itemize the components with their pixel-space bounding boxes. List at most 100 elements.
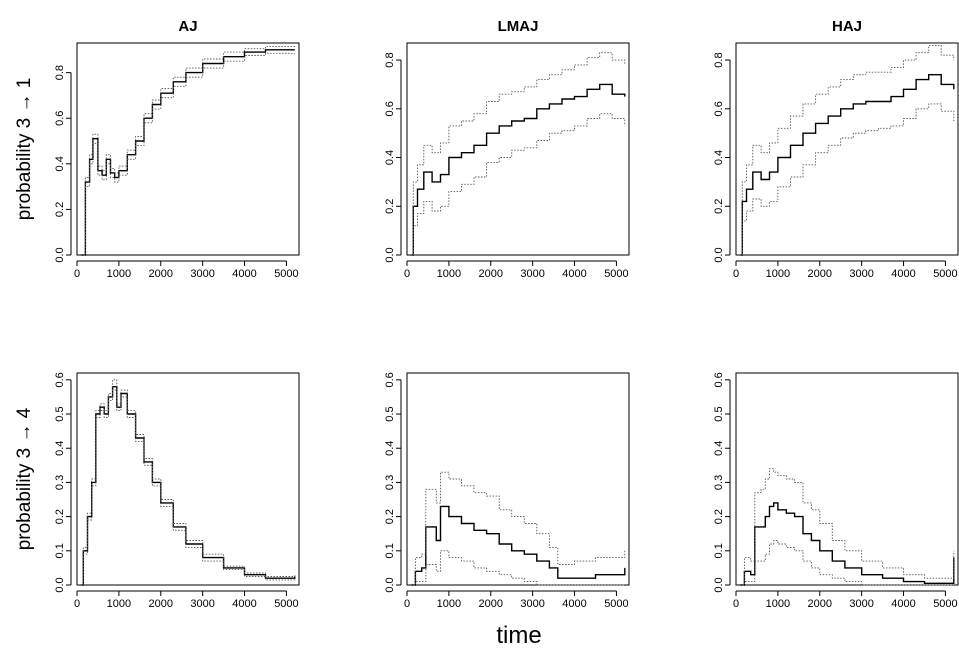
x-tick-label: 4000 xyxy=(232,268,256,280)
x-tick-label: 1000 xyxy=(766,598,790,610)
x-tick-label: 1000 xyxy=(437,268,461,280)
panel-0-2: HAJ 0 1000 2000 3000 4000 5000 0.0 0.2 0.4 0.6 0.8 xyxy=(713,18,959,280)
x-tick-label: 4000 xyxy=(232,598,256,610)
x-tick-label: 2000 xyxy=(479,268,503,280)
panel-title: LMAJ xyxy=(498,18,539,35)
confidence-band-upper xyxy=(80,379,296,586)
estimate-line xyxy=(739,502,955,586)
y-tick-label: 0.0 xyxy=(713,577,725,592)
y-tick-label: 0.6 xyxy=(54,111,66,126)
x-tick-label: 3000 xyxy=(849,268,873,280)
confidence-band-upper xyxy=(80,45,296,256)
panel-0-1: LMAJ 0 1000 2000 3000 4000 5000 0.0 0.2 0.4 0.6 0.8 xyxy=(384,18,630,280)
estimate-line xyxy=(80,49,295,256)
x-tick-label: 4000 xyxy=(891,268,915,280)
x-tick-label: 0 xyxy=(404,598,410,610)
x-tick-label: 3000 xyxy=(520,268,544,280)
plot-frame xyxy=(406,42,630,256)
y-axis-label: probability 3 → 4 xyxy=(14,407,35,550)
y-tick-label: 0.5 xyxy=(54,406,66,421)
x-tick-label: 0 xyxy=(733,268,739,280)
y-tick-label: 0.2 xyxy=(54,202,66,217)
x-tick-label: 2000 xyxy=(479,598,503,610)
x-tick-label: 1000 xyxy=(107,268,131,280)
y-tick-label: 0.1 xyxy=(54,543,66,558)
y-axis-label: probability 3 → 1 xyxy=(14,78,35,221)
y-tick-label: 0.0 xyxy=(384,247,396,262)
y-tick-label: 0.0 xyxy=(713,247,725,262)
plot-frame xyxy=(406,372,630,586)
x-tick-label: 4000 xyxy=(891,598,915,610)
x-tick-label: 4000 xyxy=(562,268,586,280)
confidence-band-lower xyxy=(739,540,954,586)
y-tick-label: 0.1 xyxy=(384,543,396,558)
x-tick-label: 5000 xyxy=(274,268,298,280)
confidence-band-upper xyxy=(410,52,626,256)
x-tick-label: 1000 xyxy=(107,598,131,610)
x-tick-label: 0 xyxy=(74,598,80,610)
x-tick-label: 2000 xyxy=(149,268,173,280)
confidence-band-lower xyxy=(410,113,626,256)
panel-0-0: AJ probability 3 → 1 0 1000 2000 3000 4000 5000… xyxy=(14,18,300,280)
x-tick-label: 0 xyxy=(74,268,80,280)
estimate-line xyxy=(410,83,626,256)
y-tick-label: 0.6 xyxy=(713,101,725,116)
x-tick-label: 4000 xyxy=(562,598,586,610)
estimate-line xyxy=(80,386,296,586)
x-tick-label: 1000 xyxy=(437,598,461,610)
y-tick-label: 0.6 xyxy=(384,372,396,387)
y-tick-label: 0.3 xyxy=(54,475,66,490)
y-tick-label: 0.4 xyxy=(54,441,66,456)
y-tick-label: 0.3 xyxy=(384,475,396,490)
x-tick-label: 5000 xyxy=(933,598,957,610)
estimate-line xyxy=(410,505,626,586)
y-tick-label: 0.8 xyxy=(713,52,725,67)
x-tick-label: 2000 xyxy=(149,598,173,610)
plot-frame xyxy=(735,372,959,586)
confidence-band-lower xyxy=(80,389,296,586)
panel-1-0: probability 3 → 4 0 1000 2000 3000 4000 5000 0.… xyxy=(14,372,300,610)
x-tick-label: 3000 xyxy=(520,598,544,610)
confidence-band-upper xyxy=(410,471,626,586)
confidence-band-lower xyxy=(410,550,625,586)
x-tick-label: 3000 xyxy=(190,268,214,280)
y-tick-label: 0.6 xyxy=(54,372,66,387)
y-tick-label: 0.5 xyxy=(713,406,725,421)
panel-title: AJ xyxy=(178,18,197,35)
y-tick-label: 0.4 xyxy=(384,150,396,165)
y-tick-label: 0.3 xyxy=(713,475,725,490)
x-tick-label: 0 xyxy=(404,268,410,280)
y-tick-label: 0.6 xyxy=(713,372,725,387)
y-tick-label: 0.0 xyxy=(54,247,66,262)
x-tick-label: 5000 xyxy=(933,268,957,280)
x-tick-label: 5000 xyxy=(604,598,628,610)
confidence-band-upper xyxy=(739,44,955,256)
y-tick-label: 0.2 xyxy=(384,199,396,214)
x-tick-label: 2000 xyxy=(808,268,832,280)
confidence-band-upper xyxy=(739,468,955,586)
estimate-line xyxy=(739,74,955,256)
y-tick-label: 0.6 xyxy=(384,101,396,116)
x-tick-label: 1000 xyxy=(766,268,790,280)
plot-frame xyxy=(76,372,300,586)
y-tick-label: 0.4 xyxy=(713,441,725,456)
y-tick-label: 0.1 xyxy=(713,543,725,558)
y-tick-label: 0.0 xyxy=(54,577,66,592)
x-tick-label: 3000 xyxy=(190,598,214,610)
y-tick-label: 0.8 xyxy=(54,65,66,80)
y-tick-label: 0.0 xyxy=(384,577,396,592)
panel-1-2: 0 1000 2000 3000 4000 5000 0.0 0.1 0.2 0.3 0.4 0.5 0… xyxy=(713,372,959,610)
y-tick-label: 0.5 xyxy=(384,406,396,421)
confidence-band-lower xyxy=(80,52,295,256)
y-tick-label: 0.2 xyxy=(713,199,725,214)
y-tick-label: 0.8 xyxy=(384,52,396,67)
x-tick-label: 2000 xyxy=(808,598,832,610)
y-tick-label: 0.4 xyxy=(713,150,725,165)
panel-title: HAJ xyxy=(832,18,862,35)
x-tick-label: 5000 xyxy=(604,268,628,280)
y-tick-label: 0.2 xyxy=(713,509,725,524)
plot-frame xyxy=(735,42,959,256)
x-axis-label: time xyxy=(496,622,541,649)
y-tick-label: 0.4 xyxy=(384,441,396,456)
